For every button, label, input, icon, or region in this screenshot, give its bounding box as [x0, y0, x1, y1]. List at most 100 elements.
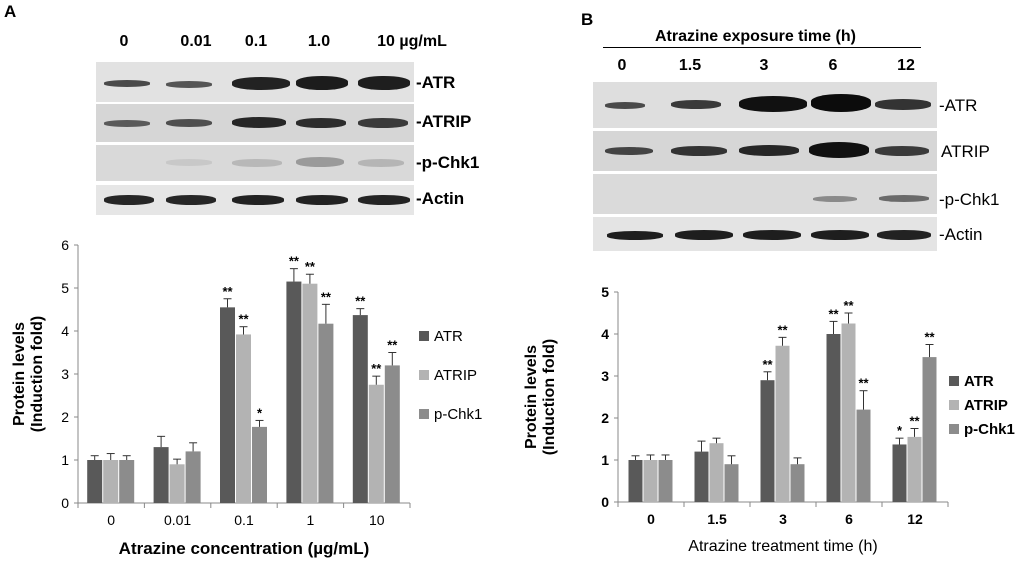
- blot-a-atr: [96, 62, 414, 102]
- blot-b-actin: [593, 217, 937, 251]
- chart-b-x-tick-label: 6: [845, 511, 853, 527]
- chart-b-sig-mark: **: [828, 306, 839, 321]
- chart-b-y-tick-label: 1: [601, 452, 609, 468]
- blot-a-atr-label: -ATR: [416, 73, 456, 92]
- chart-a-legend-label-ATR: ATR: [434, 328, 463, 345]
- chart-b-bar-ATR-0: [628, 460, 643, 502]
- blot-b-pchk1-label: -p-Chk1: [939, 190, 1000, 209]
- chart-a-bar-ATRIP-10: [368, 384, 384, 503]
- blot-b-atrip: [593, 131, 937, 171]
- blot-b-atr: [593, 82, 937, 128]
- chart-b-sig-mark: **: [777, 322, 788, 337]
- chart-a-y-label-line: (Induction fold): [29, 316, 46, 432]
- chart-a-bar-ATR-0.1: [220, 307, 235, 503]
- chart-b-bar-p-Chk1-0: [658, 460, 673, 502]
- chart-a-x-tick-label: 0.01: [164, 512, 191, 528]
- chart-b-y-tick-label: 4: [601, 326, 609, 342]
- chart-a-x-tick-label: 10: [369, 512, 385, 528]
- chart-b-sig-mark: **: [909, 414, 920, 429]
- chart-b-y-label: Protein levels(Induction fold): [523, 339, 558, 455]
- chart-a-legend-swatch-p-Chk1: [419, 409, 429, 419]
- chart-b-legend-swatch-ATR: [949, 376, 959, 386]
- chart-b-bar-ATR-1.5: [694, 451, 709, 502]
- chart-b-bar-ATRIP-1.5: [709, 443, 724, 502]
- chart-b-bar-ATRIP-0: [643, 460, 658, 502]
- blot-a-actin-label: -Actin: [416, 189, 465, 208]
- chart-b-x-tick-label: 0: [647, 511, 655, 527]
- chart-b-legend-swatch-ATRIP: [949, 400, 959, 410]
- chart-a-bar-p-Chk1-0.01: [185, 451, 201, 503]
- chart-b-bar-ATR-12: [892, 444, 907, 502]
- chart-b-x-label: Atrazine treatment time (h): [688, 538, 877, 555]
- chart-a-sig-mark: **: [371, 361, 382, 376]
- chart-b-legend-label-ATR: ATR: [964, 373, 994, 390]
- chart-a-x-label: Atrazine concentration (µg/mL): [119, 539, 370, 558]
- blot-a-atrip-label: -ATRIP: [416, 112, 472, 131]
- chart-a-bar-ATRIP-0.01: [169, 464, 185, 503]
- chart-a-sig-mark: **: [321, 289, 332, 304]
- chart-b-y-label-line: Protein levels: [523, 345, 540, 449]
- chart-a-y-label: Protein levels(Induction fold): [11, 316, 46, 432]
- chart-a-sig-mark: **: [387, 338, 398, 353]
- exposure-title: Atrazine exposure time (h): [655, 28, 856, 45]
- conc-label-0.01: 0.01: [180, 33, 212, 50]
- blot-b-pchk1: [593, 174, 937, 214]
- blot-b-actin-label: -Actin: [939, 225, 983, 244]
- blot-b-atrip-label: ATRIP: [941, 142, 990, 161]
- time-label-3: 3: [759, 57, 769, 74]
- chart-a-bar-ATRIP-0.1: [236, 334, 251, 503]
- conc-label-1.0: 1.0: [307, 33, 331, 50]
- chart-a-y-tick-label: 3: [61, 366, 69, 382]
- chart-a-x-tick-label: 0.1: [234, 512, 254, 528]
- chart-a-y-tick-label: 5: [61, 280, 69, 296]
- time-label-1.5: 1.5: [678, 57, 702, 74]
- chart-a-bar-ATR-0: [87, 460, 103, 503]
- chart-b-legend-swatch-p-Chk1: [949, 424, 959, 434]
- chart-a-legend-swatch-ATRIP: [419, 370, 429, 380]
- exposure-title-underline: [603, 47, 921, 48]
- chart-b-bar-ATRIP-3: [775, 345, 790, 502]
- chart-b-bar-p-Chk1-3: [790, 464, 805, 502]
- chart-a-sig-mark: **: [289, 254, 300, 269]
- chart-b-bar-ATR-6: [826, 334, 841, 502]
- chart-a-legend-label-p-Chk1: p-Chk1: [434, 406, 482, 423]
- chart-a-y-tick-label: 6: [61, 237, 69, 253]
- chart-a-sig-mark: *: [257, 405, 263, 420]
- chart-b-y-tick-label: 3: [601, 368, 609, 384]
- chart-b-y-tick-label: 0: [601, 494, 609, 510]
- time-label-12: 12: [897, 57, 915, 74]
- blot-a-pchk1: [96, 145, 414, 181]
- chart-b-bar-p-Chk1-6: [856, 409, 871, 502]
- chart-a-x-tick-label: 0: [107, 512, 115, 528]
- chart-a-y-tick-label: 1: [61, 452, 69, 468]
- conc-label-0: 0: [119, 33, 129, 50]
- blot-a-pchk1-label: -p-Chk1: [416, 153, 480, 172]
- chart-b-x-tick-label: 3: [779, 511, 787, 527]
- chart-b-legend-label-ATRIP: ATRIP: [964, 397, 1008, 414]
- chart-a-y-label-line: Protein levels: [11, 322, 28, 426]
- chart-a-sig-mark: **: [355, 294, 366, 309]
- blot-a-atrip: [96, 104, 414, 142]
- time-label-0: 0: [617, 57, 627, 74]
- chart-a-x-tick-label: 1: [307, 512, 315, 528]
- chart-a-sig-mark: **: [305, 259, 316, 274]
- chart-a-y-tick-label: 4: [61, 323, 69, 339]
- chart-a-bar-ATR-0.01: [153, 447, 169, 503]
- chart-b-legend-label-p-Chk1: p-Chk1: [964, 421, 1015, 438]
- chart-b-sig-mark: **: [858, 376, 869, 391]
- chart-a-sig-mark: **: [238, 312, 249, 327]
- chart-b-x-tick-label: 12: [907, 511, 923, 527]
- blot-b-atr-label: -ATR: [939, 96, 978, 115]
- blot-a-actin: [96, 185, 414, 215]
- chart-b-x-tick-label: 1.5: [707, 511, 727, 527]
- conc-label-10: 10 µg/mL: [377, 33, 447, 50]
- chart-b-bar-ATR-3: [760, 380, 775, 502]
- chart-b-sig-mark: **: [762, 357, 773, 372]
- chart-a-bar-ATR-10: [352, 315, 368, 503]
- chart-a-bar-ATRIP-1: [302, 283, 318, 503]
- chart-b-bar-ATRIP-6: [841, 323, 856, 502]
- chart-b-sig-mark: **: [924, 330, 935, 345]
- chart-a-bar-ATR-1: [286, 281, 302, 503]
